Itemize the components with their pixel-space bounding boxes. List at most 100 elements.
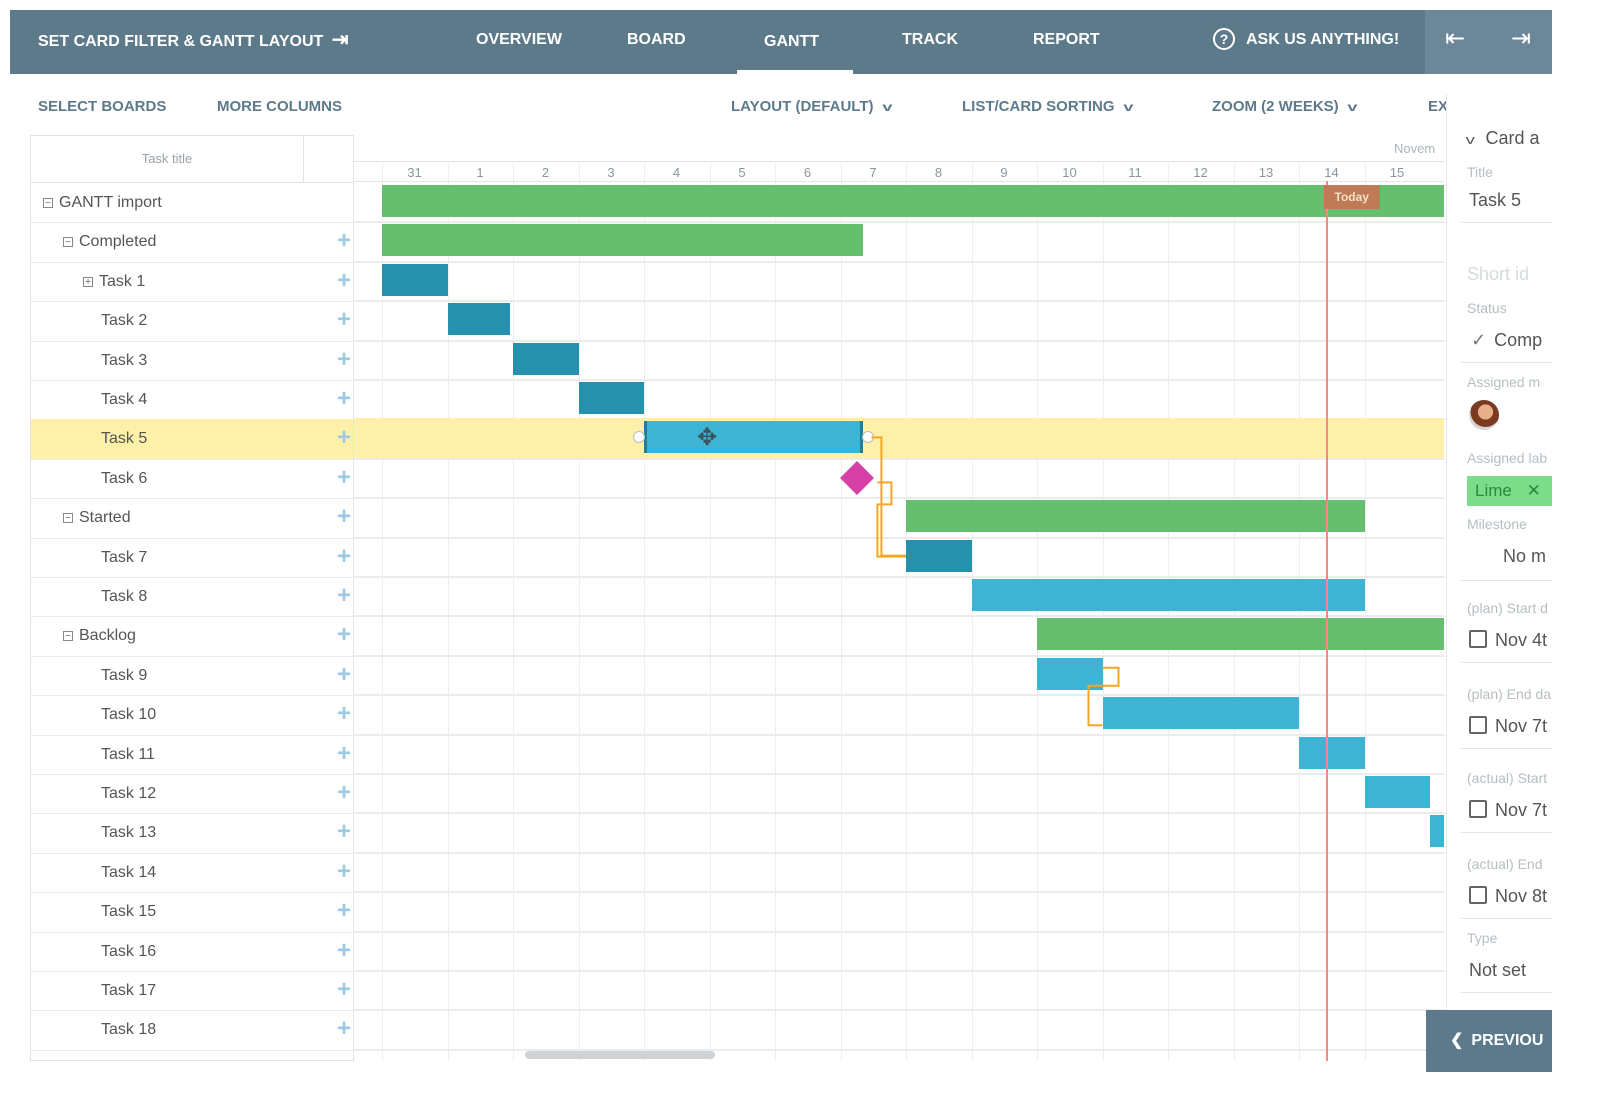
task-bar[interactable] bbox=[447, 303, 510, 336]
group-summary-bar[interactable] bbox=[906, 500, 1365, 533]
task-row-label[interactable]: Task 16 bbox=[101, 932, 156, 971]
add-subtask-plus-icon[interactable]: + bbox=[336, 424, 351, 452]
ask-us-anything-link[interactable]: ASK US ANYTHING! bbox=[1246, 31, 1400, 48]
add-subtask-plus-icon[interactable]: + bbox=[336, 976, 351, 1003]
tab-overview[interactable]: OVERVIEW bbox=[476, 31, 562, 48]
task-row-label[interactable]: Task 12 bbox=[101, 774, 156, 813]
task-row-label[interactable]: Task 14 bbox=[101, 853, 156, 892]
card-details-header[interactable]: v Card a bbox=[1466, 128, 1540, 149]
title-field[interactable]: Task 5 bbox=[1469, 190, 1522, 210]
collapse-toggle-icon[interactable]: − bbox=[43, 197, 53, 208]
lime-label-tag[interactable]: Lime ✕ bbox=[1467, 476, 1552, 506]
tab-track[interactable]: TRACK bbox=[902, 31, 958, 48]
selected-task-bar[interactable]: ✥ bbox=[633, 421, 875, 454]
task-row-label[interactable]: Task 11 bbox=[101, 735, 155, 774]
group-row-label[interactable]: − Started bbox=[63, 498, 131, 537]
card-filter-gantt-layout-button[interactable]: SET CARD FILTER & GANTT LAYOUT ⇥ bbox=[38, 10, 349, 70]
short-id-field[interactable]: Short id bbox=[1467, 264, 1530, 284]
plan-start-date-field[interactable]: Nov 4t bbox=[1469, 630, 1547, 651]
collapse-toggle-icon[interactable]: − bbox=[63, 237, 73, 248]
group-row-label[interactable]: − Completed bbox=[63, 222, 156, 261]
task-row-label[interactable]: Task 17 bbox=[101, 971, 156, 1010]
add-subtask-plus-icon[interactable]: + bbox=[336, 542, 351, 570]
add-subtask-plus-icon[interactable]: + bbox=[336, 818, 351, 846]
task-bar[interactable] bbox=[906, 539, 972, 572]
chevron-down-icon: v bbox=[1347, 100, 1358, 114]
select-boards-button[interactable]: SELECT BOARDS bbox=[38, 98, 167, 115]
task-row-label[interactable]: Task 6 bbox=[101, 459, 147, 498]
resize-handle[interactable] bbox=[633, 431, 645, 444]
add-subtask-plus-icon[interactable]: + bbox=[336, 306, 351, 334]
group-summary-bar[interactable] bbox=[1037, 618, 1444, 651]
add-subtask-plus-icon[interactable]: + bbox=[336, 1015, 351, 1043]
task-bar[interactable] bbox=[578, 382, 644, 414]
add-subtask-plus-icon[interactable]: + bbox=[336, 582, 351, 609]
actual-start-date-field[interactable]: Nov 7t bbox=[1469, 800, 1547, 821]
zoom-dropdown[interactable]: ZOOM (2 WEEKS) v bbox=[1212, 96, 1358, 118]
task-row-label[interactable]: Task 4 bbox=[101, 380, 147, 419]
task-row-label[interactable]: Task 3 bbox=[101, 341, 147, 380]
expand-toggle-icon[interactable]: + bbox=[83, 276, 93, 287]
add-subtask-plus-icon[interactable]: + bbox=[336, 660, 351, 688]
milestone-dropdown[interactable]: No m bbox=[1503, 546, 1547, 566]
task-bar[interactable] bbox=[513, 342, 579, 375]
collapse-left-icon[interactable]: ⇤ bbox=[1445, 25, 1466, 52]
group-row-label[interactable]: + Task 1 bbox=[83, 262, 145, 301]
task-title-column-header[interactable]: Task title bbox=[31, 136, 304, 182]
help-question-icon[interactable]: ? bbox=[1213, 28, 1235, 50]
task-bar[interactable] bbox=[1102, 697, 1299, 730]
add-subtask-plus-icon[interactable]: + bbox=[336, 503, 351, 531]
expand-right-icon[interactable]: ⇥ bbox=[1511, 25, 1532, 52]
add-subtask-plus-icon[interactable]: + bbox=[336, 227, 351, 255]
milestone-diamond[interactable] bbox=[839, 460, 874, 495]
day-label: 10 bbox=[1062, 165, 1077, 180]
export-button[interactable]: EX bbox=[1428, 98, 1449, 115]
add-subtask-plus-icon[interactable]: + bbox=[336, 739, 351, 767]
task-row-label[interactable]: Task 13 bbox=[101, 813, 156, 852]
add-subtask-plus-icon[interactable]: + bbox=[336, 936, 351, 964]
collapse-toggle-icon[interactable]: − bbox=[63, 631, 73, 642]
task-row-label[interactable]: Task 8 bbox=[101, 577, 147, 616]
task-bar[interactable] bbox=[1037, 657, 1103, 690]
group-row-label[interactable]: − Backlog bbox=[63, 616, 136, 655]
task-row-label[interactable]: Task 10 bbox=[101, 695, 156, 734]
task-bar[interactable] bbox=[1299, 736, 1365, 769]
collapse-toggle-icon[interactable]: − bbox=[63, 512, 73, 523]
add-subtask-plus-icon[interactable]: + bbox=[336, 700, 351, 728]
avatar[interactable] bbox=[1469, 400, 1499, 430]
task-bar[interactable] bbox=[382, 263, 448, 296]
task-bar[interactable] bbox=[1364, 776, 1430, 808]
task-row-label[interactable]: Task 9 bbox=[101, 656, 147, 695]
previous-card-button[interactable]: ❮ PREVIOU bbox=[1426, 1010, 1552, 1072]
remove-label-icon[interactable]: ✕ bbox=[1526, 481, 1541, 500]
group-summary-bar[interactable] bbox=[382, 224, 864, 257]
tab-board[interactable]: BOARD bbox=[627, 31, 686, 48]
plan-end-date-field[interactable]: Nov 7t bbox=[1469, 716, 1547, 737]
task-row-label[interactable]: Task 15 bbox=[101, 892, 156, 931]
group-row-label[interactable]: − GANTT import bbox=[43, 183, 162, 222]
type-dropdown[interactable]: Not set bbox=[1469, 960, 1527, 980]
actual-end-date-field[interactable]: Nov 8t bbox=[1469, 886, 1547, 907]
task-bar[interactable] bbox=[971, 579, 1365, 611]
status-dropdown[interactable]: ✓ Comp bbox=[1471, 330, 1542, 351]
add-subtask-plus-icon[interactable]: + bbox=[336, 897, 351, 925]
layout-dropdown[interactable]: LAYOUT (DEFAULT) v bbox=[731, 96, 892, 118]
add-subtask-plus-icon[interactable]: + bbox=[336, 385, 351, 412]
add-subtask-plus-icon[interactable]: + bbox=[336, 621, 351, 649]
task-row-label[interactable]: Task 5 bbox=[101, 419, 147, 458]
group-summary-bar[interactable] bbox=[382, 185, 1444, 217]
tab-gantt[interactable]: GANTT bbox=[764, 33, 820, 50]
add-subtask-plus-icon[interactable]: + bbox=[336, 266, 351, 294]
tab-report[interactable]: REPORT bbox=[1033, 31, 1100, 48]
add-subtask-plus-icon[interactable]: + bbox=[336, 779, 351, 806]
add-subtask-plus-icon[interactable]: + bbox=[336, 345, 351, 373]
horizontal-scrollbar-thumb[interactable] bbox=[525, 1051, 715, 1059]
add-subtask-plus-icon[interactable]: + bbox=[336, 463, 351, 491]
task-row-label[interactable]: Task 7 bbox=[101, 538, 147, 577]
sorting-dropdown[interactable]: LIST/CARD SORTING v bbox=[962, 96, 1133, 118]
task-row-label[interactable]: Task 18 bbox=[101, 1010, 156, 1049]
add-subtask-plus-icon[interactable]: + bbox=[336, 857, 351, 885]
more-columns-button[interactable]: MORE COLUMNS bbox=[217, 98, 342, 115]
task-bar[interactable] bbox=[1430, 815, 1444, 848]
task-row-label[interactable]: Task 2 bbox=[101, 301, 147, 340]
